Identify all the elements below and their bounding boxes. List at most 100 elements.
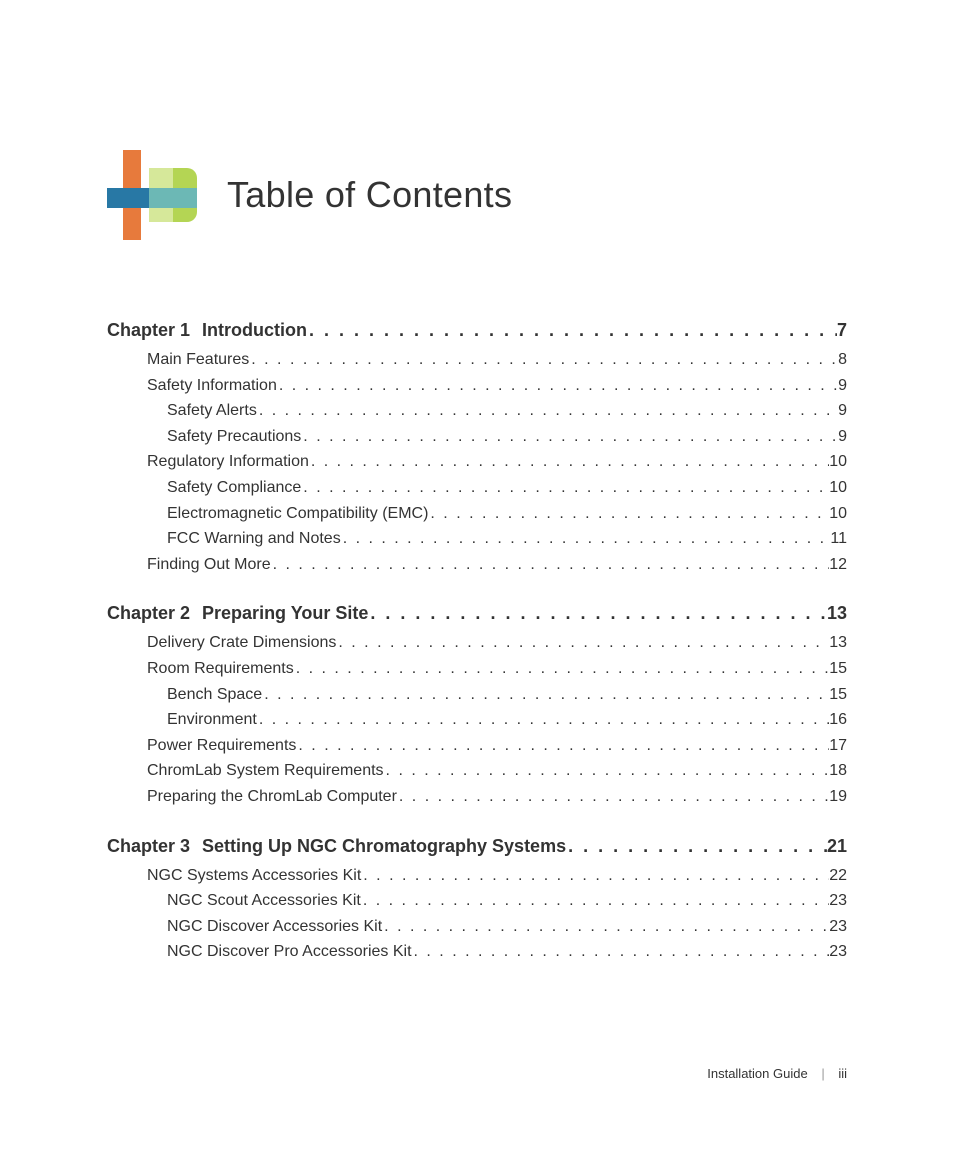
footer-page-number: iii xyxy=(838,1066,847,1081)
leader-dots: . . . . . . . . . . . . . . . . . . . . … xyxy=(428,501,829,527)
entry-label: Environment xyxy=(167,707,257,733)
leader-dots: . . . . . . . . . . . . . . . . . . . . … xyxy=(296,733,829,759)
chapter-title: Introduction xyxy=(202,320,307,341)
entry-label: Room Requirements xyxy=(147,656,294,682)
toc-entry: NGC Scout Accessories Kit . . . . . . . … xyxy=(107,888,847,914)
page-content: Table of Contents Chapter 1 Introduction … xyxy=(0,0,954,1025)
toc-chapter: Chapter 3 Setting Up NGC Chromatography S… xyxy=(107,836,847,857)
leader-dots: . . . . . . . . . . . . . . . . . . . . … xyxy=(277,373,838,399)
entry-label: FCC Warning and Notes xyxy=(167,526,341,552)
toc-entry: NGC Systems Accessories Kit . . . . . . … xyxy=(107,863,847,889)
leader-dots: . . . . . . . . . . . . . . . . . . . . … xyxy=(271,552,830,578)
entry-page: 15 xyxy=(829,682,847,708)
entry-page: 13 xyxy=(829,630,847,656)
leader-dots: . . . . . . . . . . . . . . . . . . . . … xyxy=(368,603,827,624)
toc-entry: Environment . . . . . . . . . . . . . . … xyxy=(107,707,847,733)
toc-entry: Safety Precautions . . . . . . . . . . .… xyxy=(107,424,847,450)
entry-page: 16 xyxy=(829,707,847,733)
toc-entry: FCC Warning and Notes . . . . . . . . . … xyxy=(107,526,847,552)
entry-page: 23 xyxy=(829,914,847,940)
leader-dots: . . . . . . . . . . . . . . . . . . . . … xyxy=(301,424,838,450)
toc-chapter: Chapter 1 Introduction . . . . . . . . . … xyxy=(107,320,847,341)
leader-dots: . . . . . . . . . . . . . . . . . . . . … xyxy=(336,630,829,656)
entry-label: Electromagnetic Compatibility (EMC) xyxy=(167,501,428,527)
toc-entry: Regulatory Information . . . . . . . . .… xyxy=(107,449,847,475)
entry-page: 9 xyxy=(838,398,847,424)
toc-entry: Preparing the ChromLab Computer . . . . … xyxy=(107,784,847,810)
toc-entry: Safety Information . . . . . . . . . . .… xyxy=(107,373,847,399)
entry-page: 18 xyxy=(829,758,847,784)
leader-dots: . . . . . . . . . . . . . . . . . . . . … xyxy=(566,836,827,857)
toc-list: Chapter 1 Introduction . . . . . . . . . … xyxy=(107,320,847,965)
entry-page: 22 xyxy=(829,863,847,889)
toc-entry: Room Requirements . . . . . . . . . . . … xyxy=(107,656,847,682)
entry-page: 19 xyxy=(829,784,847,810)
leader-dots: . . . . . . . . . . . . . . . . . . . . … xyxy=(382,914,829,940)
entry-page: 12 xyxy=(829,552,847,578)
leader-dots: . . . . . . . . . . . . . . . . . . . . … xyxy=(294,656,829,682)
leader-dots: . . . . . . . . . . . . . . . . . . . . … xyxy=(257,398,838,424)
chapter-page: 21 xyxy=(827,836,847,857)
chapter-title: Preparing Your Site xyxy=(202,603,368,624)
entry-page: 10 xyxy=(829,449,847,475)
entry-page: 23 xyxy=(829,939,847,965)
leader-dots: . . . . . . . . . . . . . . . . . . . . … xyxy=(397,784,829,810)
entry-label: Delivery Crate Dimensions xyxy=(147,630,336,656)
entry-label: NGC Discover Pro Accessories Kit xyxy=(167,939,412,965)
entry-label: NGC Discover Accessories Kit xyxy=(167,914,382,940)
toc-chapter: Chapter 2 Preparing Your Site . . . . . .… xyxy=(107,603,847,624)
toc-entry: Finding Out More . . . . . . . . . . . .… xyxy=(107,552,847,578)
page-footer: Installation Guide | iii xyxy=(707,1066,847,1081)
footer-doc-title: Installation Guide xyxy=(707,1066,807,1081)
entry-label: Power Requirements xyxy=(147,733,296,759)
leader-dots: . . . . . . . . . . . . . . . . . . . . … xyxy=(309,449,829,475)
entry-label: NGC Systems Accessories Kit xyxy=(147,863,361,889)
chapter-label: Chapter 2 xyxy=(107,603,190,624)
page-title: Table of Contents xyxy=(227,174,512,216)
entry-label: Safety Precautions xyxy=(167,424,301,450)
leader-dots: . . . . . . . . . . . . . . . . . . . . … xyxy=(249,347,838,373)
entry-page: 9 xyxy=(838,424,847,450)
leader-dots: . . . . . . . . . . . . . . . . . . . . … xyxy=(341,526,831,552)
entry-page: 23 xyxy=(829,888,847,914)
chapter-page: 13 xyxy=(827,603,847,624)
logo-icon xyxy=(107,150,197,240)
toc-entry: Safety Alerts . . . . . . . . . . . . . … xyxy=(107,398,847,424)
toc-entry: Power Requirements . . . . . . . . . . .… xyxy=(107,733,847,759)
toc-entry: Safety Compliance . . . . . . . . . . . … xyxy=(107,475,847,501)
leader-dots: . . . . . . . . . . . . . . . . . . . . … xyxy=(307,320,837,341)
leader-dots: . . . . . . . . . . . . . . . . . . . . … xyxy=(257,707,829,733)
chapter-title: Setting Up NGC Chromatography Systems xyxy=(202,836,566,857)
entry-page: 9 xyxy=(838,373,847,399)
entry-label: Finding Out More xyxy=(147,552,271,578)
entry-page: 10 xyxy=(829,501,847,527)
entry-label: Main Features xyxy=(147,347,249,373)
entry-page: 11 xyxy=(830,526,847,552)
toc-entry: Main Features . . . . . . . . . . . . . … xyxy=(107,347,847,373)
leader-dots: . . . . . . . . . . . . . . . . . . . . … xyxy=(361,863,829,889)
entry-label: Safety Information xyxy=(147,373,277,399)
toc-entry: NGC Discover Accessories Kit . . . . . .… xyxy=(107,914,847,940)
leader-dots: . . . . . . . . . . . . . . . . . . . . … xyxy=(361,888,829,914)
entry-page: 15 xyxy=(829,656,847,682)
entry-page: 8 xyxy=(838,347,847,373)
entry-label: Bench Space xyxy=(167,682,262,708)
page-header: Table of Contents xyxy=(107,150,847,240)
entry-label: ChromLab System Requirements xyxy=(147,758,384,784)
leader-dots: . . . . . . . . . . . . . . . . . . . . … xyxy=(384,758,830,784)
toc-entry: NGC Discover Pro Accessories Kit . . . .… xyxy=(107,939,847,965)
entry-label: NGC Scout Accessories Kit xyxy=(167,888,361,914)
chapter-label: Chapter 1 xyxy=(107,320,190,341)
toc-entry: Delivery Crate Dimensions . . . . . . . … xyxy=(107,630,847,656)
entry-label: Regulatory Information xyxy=(147,449,309,475)
leader-dots: . . . . . . . . . . . . . . . . . . . . … xyxy=(301,475,829,501)
entry-page: 17 xyxy=(829,733,847,759)
entry-label: Safety Alerts xyxy=(167,398,257,424)
entry-label: Preparing the ChromLab Computer xyxy=(147,784,397,810)
toc-entry: Bench Space . . . . . . . . . . . . . . … xyxy=(107,682,847,708)
leader-dots: . . . . . . . . . . . . . . . . . . . . … xyxy=(412,939,830,965)
chapter-label: Chapter 3 xyxy=(107,836,190,857)
entry-page: 10 xyxy=(829,475,847,501)
toc-entry: Electromagnetic Compatibility (EMC) . . … xyxy=(107,501,847,527)
leader-dots: . . . . . . . . . . . . . . . . . . . . … xyxy=(262,682,829,708)
